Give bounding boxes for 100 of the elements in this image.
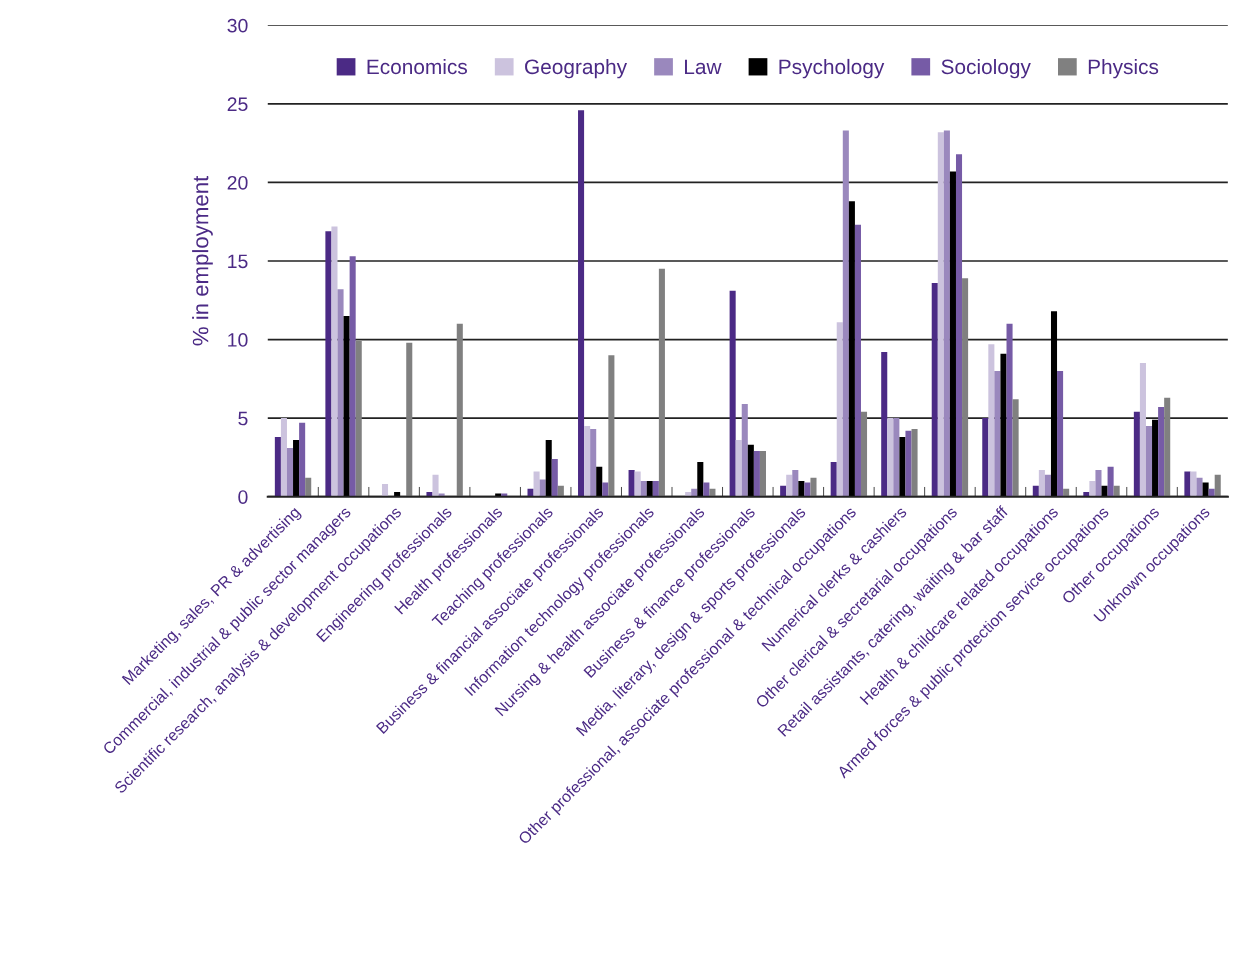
bar [703, 482, 710, 497]
bar [456, 323, 463, 497]
bar [406, 342, 413, 497]
legend-label: Law [685, 59, 722, 75]
bar [988, 344, 995, 497]
bar [786, 474, 793, 497]
bar [343, 315, 350, 497]
bar [1145, 425, 1153, 497]
bar [729, 290, 736, 497]
bar [1089, 480, 1096, 497]
bar [602, 482, 609, 497]
bar [1050, 311, 1058, 497]
bar [1184, 471, 1191, 497]
bar [735, 440, 742, 497]
bar [646, 480, 653, 497]
y-tick-label: 30 [227, 18, 248, 33]
bar [780, 485, 787, 497]
bar [533, 471, 540, 497]
bar [432, 474, 439, 497]
bar [1164, 397, 1171, 497]
bar [759, 451, 766, 497]
bar [337, 289, 344, 497]
bar [1196, 477, 1203, 497]
bar [527, 488, 534, 497]
bar [640, 480, 647, 497]
bar [1044, 474, 1051, 497]
bar [741, 403, 748, 497]
bar [596, 466, 603, 497]
bar [798, 480, 805, 497]
bar [1032, 485, 1039, 497]
y-tick-label: 0 [238, 490, 248, 504]
bar [280, 418, 287, 497]
legend-label: Psychology [779, 58, 885, 79]
bar [325, 231, 332, 497]
bar [331, 226, 338, 497]
bar [860, 411, 868, 497]
legend-label: Sociology [941, 58, 1031, 79]
bar [1113, 485, 1120, 497]
bar [274, 436, 281, 497]
legend-label: Economics [367, 58, 467, 75]
bar [286, 447, 294, 497]
bar [899, 436, 906, 497]
bar [1158, 407, 1165, 497]
bar [634, 471, 641, 497]
bar [842, 130, 849, 497]
bar [753, 451, 760, 497]
bar [1139, 363, 1146, 497]
bar [994, 370, 1001, 497]
bar [911, 429, 918, 497]
bar [1012, 399, 1019, 497]
bar [848, 201, 855, 497]
y-tick-label: 5 [238, 411, 248, 426]
bar [887, 418, 894, 497]
bar [590, 429, 597, 497]
bar [1202, 482, 1209, 497]
bar [1095, 469, 1102, 497]
bar [949, 171, 956, 497]
bar [1214, 474, 1221, 497]
bar [584, 425, 591, 497]
y-axis-title: % in employment [192, 175, 213, 346]
bar [955, 154, 963, 497]
bar [836, 322, 843, 497]
bar [1152, 419, 1159, 497]
bar [1000, 353, 1007, 497]
bar [305, 477, 312, 497]
bar [881, 352, 888, 497]
bar [299, 422, 306, 497]
bar [1006, 323, 1013, 497]
bar [747, 444, 754, 497]
bar [943, 130, 950, 497]
bar [652, 480, 659, 497]
bar [854, 224, 861, 497]
bar [381, 484, 389, 497]
legend-label: Physics [1088, 58, 1159, 79]
bar [557, 485, 564, 497]
bar [810, 477, 817, 497]
bar [355, 341, 362, 497]
bar [792, 469, 799, 497]
bar [1101, 485, 1108, 497]
bar [608, 355, 615, 497]
bar [905, 430, 912, 497]
bar [804, 482, 811, 497]
bar [539, 479, 546, 497]
legend-label: Geography [525, 58, 628, 79]
bar [982, 418, 989, 497]
bar [1190, 471, 1197, 497]
bar [937, 132, 944, 497]
bar [1057, 370, 1064, 497]
bar [658, 268, 665, 497]
bar [628, 469, 635, 497]
bar [293, 440, 300, 497]
bar [697, 462, 704, 497]
y-tick-label: 20 [227, 175, 248, 190]
y-tick-label: 10 [228, 333, 248, 347]
bar [426, 491, 433, 497]
bar [545, 440, 552, 497]
bar [1038, 469, 1045, 497]
bar [962, 278, 969, 497]
bar [893, 418, 900, 497]
bar [830, 462, 837, 497]
